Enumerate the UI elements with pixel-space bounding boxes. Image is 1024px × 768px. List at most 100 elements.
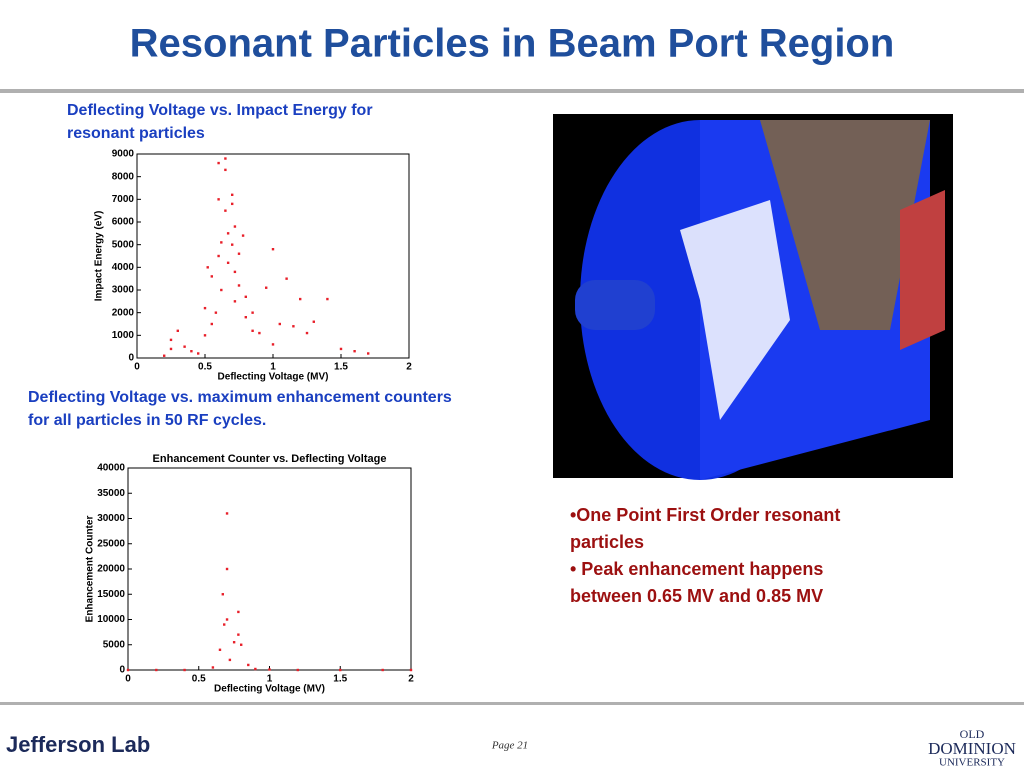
point [254, 667, 257, 671]
point [339, 347, 343, 351]
point [231, 193, 234, 196]
point [237, 284, 241, 287]
point [223, 623, 226, 626]
point [217, 198, 220, 201]
point [217, 254, 220, 258]
point [225, 512, 229, 515]
point [225, 618, 229, 621]
y-tick-label: 40000 [97, 463, 125, 474]
point [233, 300, 237, 303]
caption: for all particles in 50 RF cycles. [28, 412, 266, 429]
point [299, 297, 302, 301]
bullet: •One Point First Order resonant [570, 505, 840, 525]
point [217, 161, 220, 165]
point [224, 157, 227, 160]
x-axis-label: Deflecting Voltage (MV) [214, 684, 325, 695]
point [233, 270, 237, 274]
point [183, 668, 186, 672]
y-tick-label: 0 [119, 665, 125, 676]
point [228, 658, 232, 662]
point [285, 277, 288, 280]
plot-frame [127, 467, 412, 671]
plot-frame [136, 153, 410, 359]
odu-logo: UNIVERSITY [939, 757, 1005, 768]
x-tick-label: 0.5 [192, 674, 206, 685]
point [241, 234, 245, 237]
point [231, 243, 234, 246]
bullet: • Peak enhancement happens [570, 559, 823, 579]
point [244, 295, 247, 298]
point [224, 209, 227, 212]
point [339, 668, 342, 672]
point [409, 668, 413, 672]
point [237, 252, 241, 255]
point [197, 352, 200, 355]
point [367, 352, 370, 355]
point [221, 593, 225, 596]
point [296, 668, 299, 672]
y-tick-label: 7000 [112, 194, 135, 205]
point [353, 350, 356, 353]
odu-logo: OLD [960, 727, 985, 741]
odu-logo: DOMINION [928, 739, 1016, 758]
point [163, 354, 166, 357]
x-tick-label: 1.5 [333, 674, 347, 685]
point [206, 266, 209, 269]
point [233, 225, 237, 228]
x-tick-label: 2 [406, 362, 412, 373]
point [226, 232, 230, 235]
y-tick-label: 5000 [112, 239, 135, 250]
title: Resonant Particles in Beam Port Region [130, 22, 895, 66]
jlab-logo: Jefferson Lab [6, 732, 150, 757]
y-tick-label: 5000 [103, 639, 126, 650]
point [251, 329, 254, 332]
point [326, 297, 329, 301]
bullet: particles [570, 532, 644, 552]
point [232, 641, 236, 644]
point [237, 633, 240, 636]
y-tick-label: 2000 [112, 307, 135, 318]
x-tick-label: 1 [267, 674, 273, 685]
point [210, 275, 213, 278]
point [258, 331, 261, 335]
simulation-image [553, 114, 953, 480]
y-tick-label: 9000 [112, 149, 135, 160]
point [224, 168, 227, 172]
point [225, 567, 229, 571]
point [176, 329, 179, 332]
point [203, 306, 207, 310]
point [231, 202, 234, 206]
point [268, 668, 271, 671]
point [271, 343, 275, 346]
point [305, 331, 309, 335]
point [214, 311, 218, 314]
x-tick-label: 0 [125, 674, 131, 685]
footer-rule [0, 702, 1024, 705]
point [237, 610, 240, 614]
y-axis-label: Enhancement Counter [85, 516, 96, 623]
y-tick-label: 3000 [112, 285, 135, 296]
point [218, 648, 222, 651]
point [240, 643, 243, 646]
bullet: between 0.65 MV and 0.85 MV [570, 586, 823, 606]
y-tick-label: 20000 [97, 564, 125, 575]
x-tick-label: 0 [134, 362, 140, 373]
point [220, 241, 223, 244]
caption: Deflecting Voltage vs. Impact Energy for [67, 102, 373, 119]
y-tick-label: 6000 [112, 217, 135, 228]
x-tick-label: 1 [270, 362, 276, 373]
point [169, 338, 173, 342]
point [312, 320, 315, 323]
point [292, 325, 295, 328]
x-tick-label: 1.5 [334, 362, 348, 373]
point [210, 322, 213, 326]
caption: Deflecting Voltage vs. maximum enhanceme… [28, 389, 452, 406]
x-tick-label: 0.5 [198, 362, 212, 373]
point [265, 286, 268, 289]
caption: resonant particles [67, 125, 205, 142]
point [203, 334, 207, 337]
y-axis-label: Impact Energy (eV) [94, 211, 105, 302]
y-tick-label: 35000 [97, 488, 125, 499]
